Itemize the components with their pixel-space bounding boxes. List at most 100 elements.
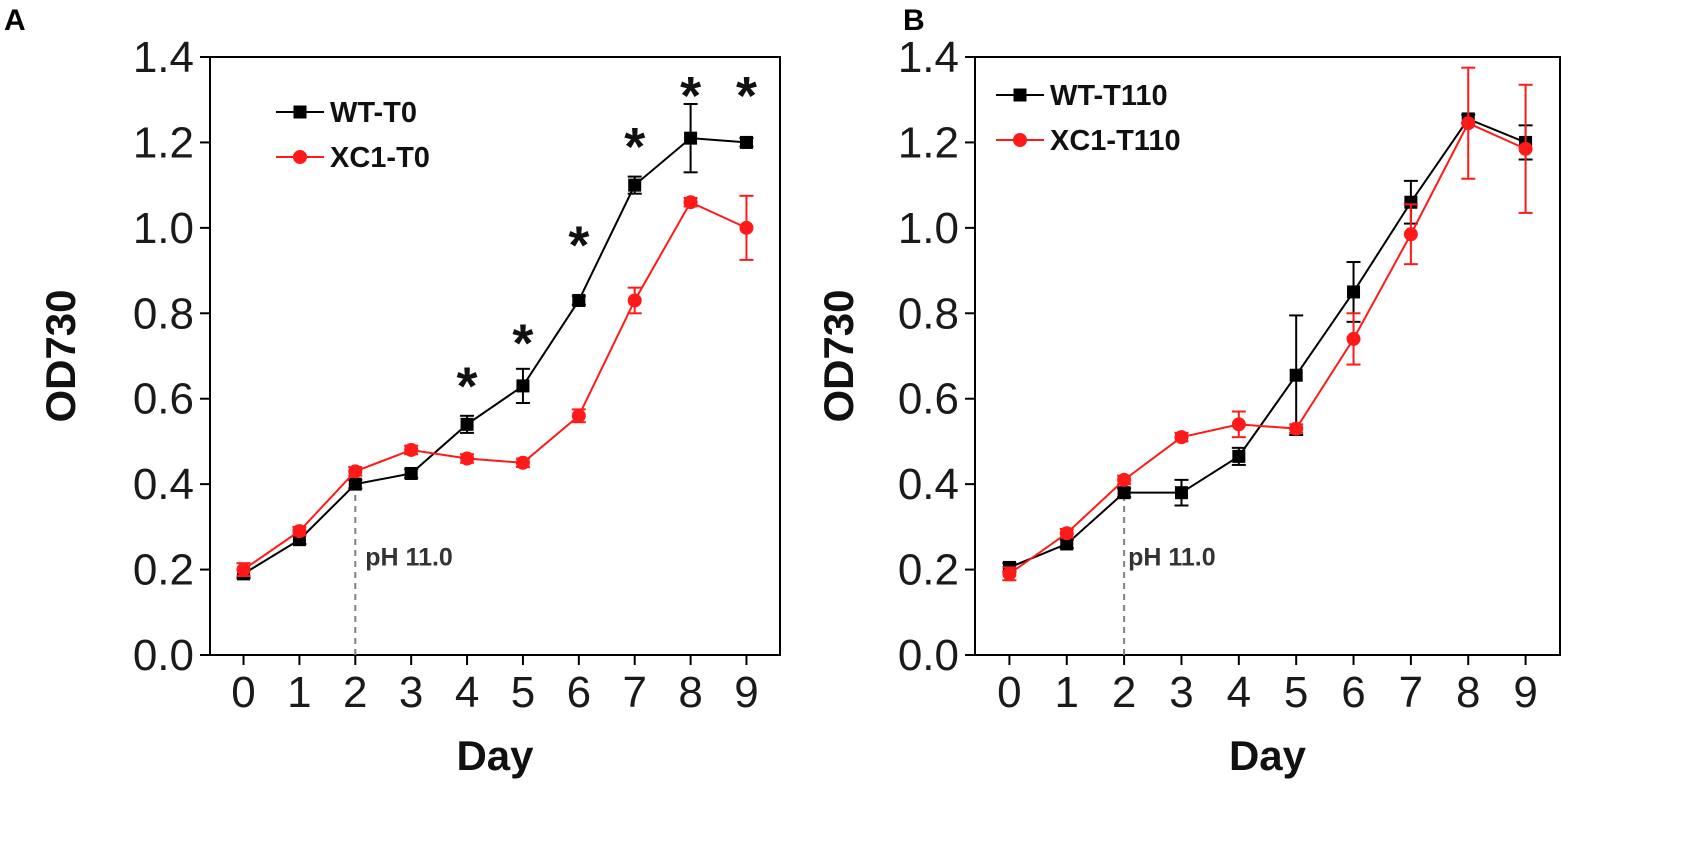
chart-panel-b: B 0.0 0.2 0.4 0.6 0.8 1.0 1.2 1.4 0 1 2 3 4 5 6 7 8 9 Day OD… xyxy=(815,4,1561,779)
data-point xyxy=(404,466,418,480)
x-axis-title: Day xyxy=(1229,732,1307,779)
x-tick-label: 8 xyxy=(678,668,702,717)
x-tick-label: 1 xyxy=(1055,668,1079,717)
x-tick-label: 3 xyxy=(399,668,423,717)
x-tick-label: 5 xyxy=(1284,668,1308,717)
legend-marker xyxy=(293,105,307,119)
x-tick-label: 4 xyxy=(455,668,479,717)
x-tick-label: 9 xyxy=(734,668,758,717)
y-tick-label: 0.2 xyxy=(133,546,194,595)
data-point xyxy=(1518,141,1533,156)
legend-marker xyxy=(1013,88,1027,102)
series-wt-t0 xyxy=(236,102,754,581)
data-point xyxy=(348,464,363,479)
legend-marker xyxy=(293,150,307,164)
y-tick-label: 0.8 xyxy=(133,289,194,338)
data-point xyxy=(404,442,419,457)
series-line xyxy=(1009,117,1526,569)
y-tick-label: 1.0 xyxy=(898,204,959,253)
plot-frame xyxy=(209,56,781,656)
data-point xyxy=(1403,227,1418,242)
data-point xyxy=(1461,116,1476,131)
y-tick-label: 0.6 xyxy=(133,375,194,424)
significance-star: * xyxy=(736,66,757,126)
data-point xyxy=(1174,430,1189,445)
legend-label: WT-T110 xyxy=(1050,80,1168,112)
y-tick-label: 0.6 xyxy=(898,375,959,424)
y-tick-label: 1.4 xyxy=(898,33,959,82)
data-point xyxy=(1174,486,1188,500)
series-line xyxy=(1008,121,1526,575)
series-xc1-t0 xyxy=(236,194,754,577)
data-point xyxy=(460,451,475,466)
annotation-label: pH 11.0 xyxy=(1128,543,1216,571)
significance-star: * xyxy=(457,356,478,416)
data-point xyxy=(1289,368,1303,382)
y-axis-title: OD730 xyxy=(815,289,862,422)
y-axis-title: OD730 xyxy=(37,289,84,422)
data-point xyxy=(1117,472,1132,487)
legend: WT-T110 XC1-T110 xyxy=(996,80,1181,157)
plot-frame xyxy=(974,56,1561,656)
y-tick-label: 0.2 xyxy=(898,546,959,595)
y-tick-label: 0.8 xyxy=(898,289,959,338)
chart-panel-a: A 0.0 0.2 0.4 0.6 0.8 1.0 1.2 1.4 0 1 2 3 4 5 6 7 8 9 Day OD… xyxy=(4,4,781,779)
y-tick-label: 0.4 xyxy=(133,460,194,509)
data-point xyxy=(1231,417,1246,432)
data-point xyxy=(1060,537,1074,551)
data-point xyxy=(292,524,307,539)
y-tick-label: 0.0 xyxy=(898,631,959,680)
data-point xyxy=(1346,331,1361,346)
x-tick-label: 0 xyxy=(997,668,1021,717)
x-tick-label: 0 xyxy=(231,668,255,717)
data-point xyxy=(1059,526,1074,541)
data-point xyxy=(460,417,474,431)
panel-label: B xyxy=(903,4,925,37)
x-tick-label: 5 xyxy=(511,668,535,717)
data-point xyxy=(1289,421,1304,436)
y-tick-label: 1.2 xyxy=(133,118,194,167)
data-point xyxy=(516,379,530,393)
data-point xyxy=(1117,486,1131,500)
x-tick-label: 2 xyxy=(1112,668,1136,717)
y-tick-label: 1.2 xyxy=(898,118,959,167)
x-tick-label: 4 xyxy=(1227,668,1251,717)
data-point xyxy=(739,220,754,235)
data-point xyxy=(236,562,251,577)
y-tick-label: 0.0 xyxy=(133,631,194,680)
series-line xyxy=(242,200,747,571)
data-point xyxy=(1002,566,1017,581)
x-tick-label: 3 xyxy=(1169,668,1193,717)
significance-star: * xyxy=(512,314,533,374)
x-tick-label: 6 xyxy=(567,668,591,717)
x-tick-label: 7 xyxy=(622,668,646,717)
series-xc1-t110 xyxy=(1002,66,1533,582)
annotation-label: pH 11.0 xyxy=(365,543,453,571)
x-tick-label: 8 xyxy=(1456,668,1480,717)
data-point xyxy=(348,477,362,491)
data-point xyxy=(1347,285,1361,299)
data-point xyxy=(515,455,530,470)
data-point xyxy=(628,178,642,192)
legend-label: XC1-T0 xyxy=(330,142,430,174)
x-tick-label: 6 xyxy=(1341,668,1365,717)
data-point xyxy=(684,131,698,145)
data-point xyxy=(571,408,586,423)
data-point xyxy=(572,293,586,307)
legend: WT-T0 XC1-T0 xyxy=(276,97,430,174)
x-tick-label: 2 xyxy=(343,668,367,717)
series-line xyxy=(243,137,747,575)
x-axis-title: Day xyxy=(456,732,534,779)
data-point xyxy=(739,135,753,149)
data-point xyxy=(1232,449,1246,463)
y-tick-label: 1.0 xyxy=(133,204,194,253)
x-tick-label: 1 xyxy=(287,668,311,717)
series-wt-t110 xyxy=(1002,112,1533,574)
y-tick-label: 0.4 xyxy=(898,460,959,509)
legend-label: XC1-T110 xyxy=(1050,125,1181,157)
x-tick-label: 9 xyxy=(1513,668,1537,717)
legend-marker xyxy=(1013,133,1027,147)
panel-label: A xyxy=(4,4,26,37)
